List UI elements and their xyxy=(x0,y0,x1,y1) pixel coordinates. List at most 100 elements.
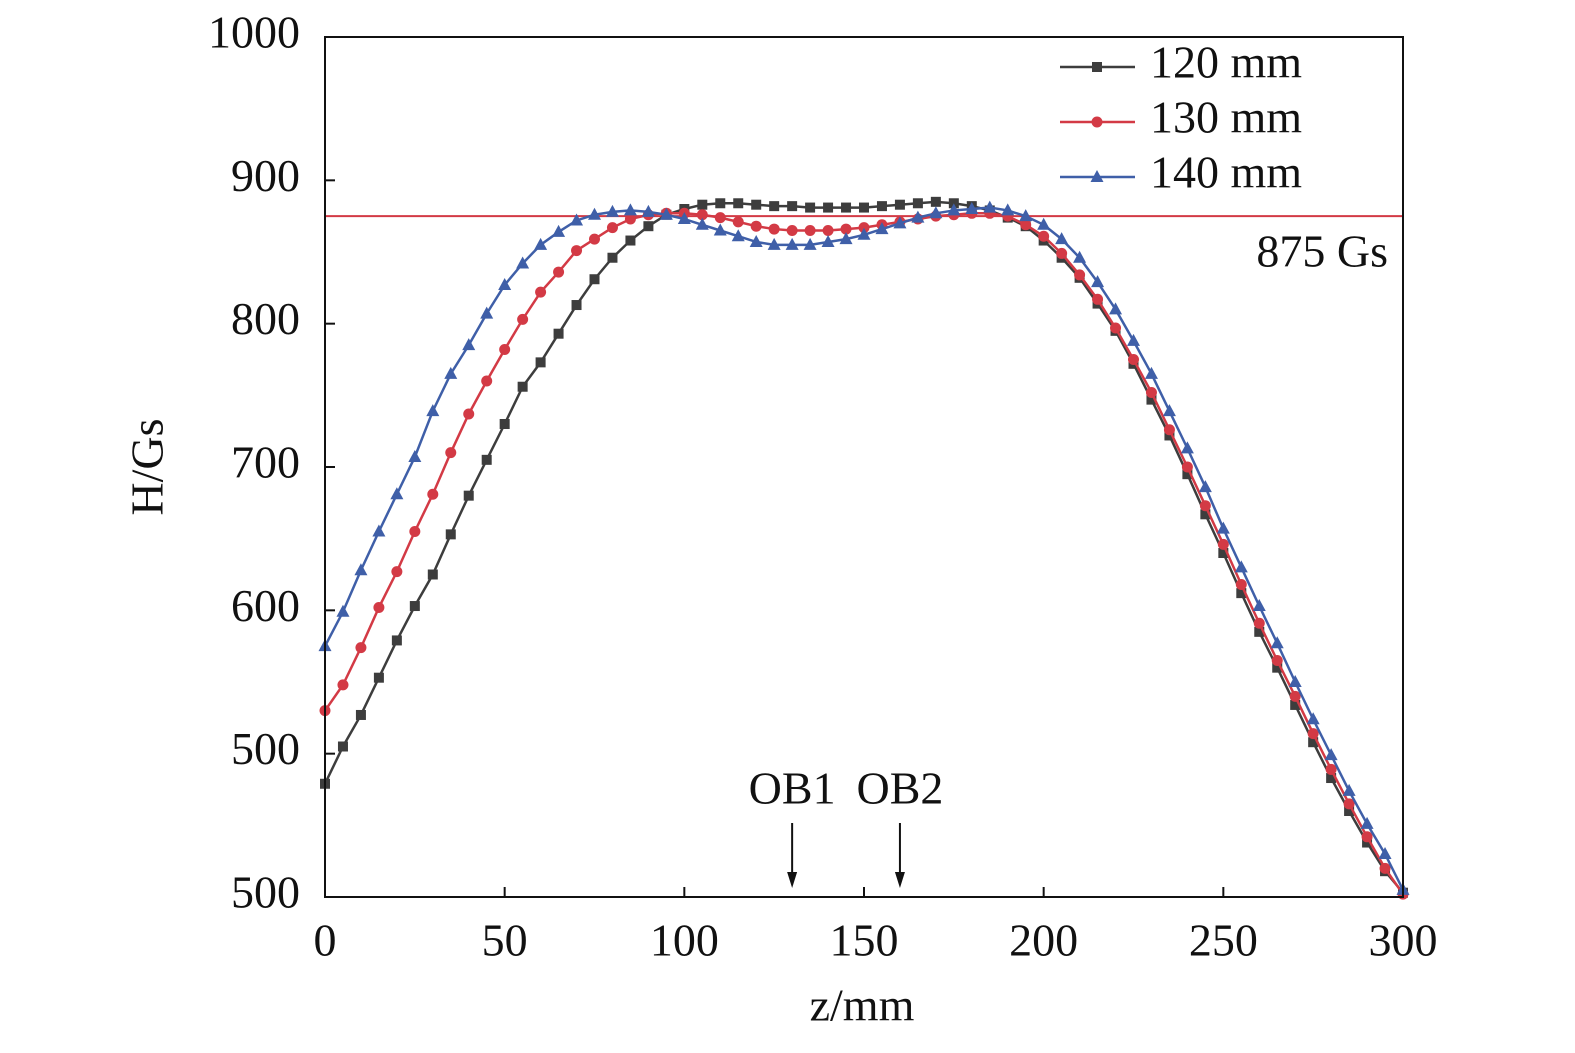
y-axis-label: H/Gs xyxy=(122,418,173,515)
data-point xyxy=(426,404,440,417)
data-point xyxy=(1379,862,1391,874)
y-tick-label: 600 xyxy=(231,580,300,631)
data-point xyxy=(1020,219,1032,231)
data-point xyxy=(1307,728,1319,740)
data-point xyxy=(1110,322,1122,334)
data-point xyxy=(1272,662,1283,673)
data-point xyxy=(1073,250,1087,263)
y-tick-label: 500 xyxy=(231,867,300,918)
data-point xyxy=(1092,293,1104,305)
legend-label: 140 mm xyxy=(1150,147,1302,198)
data-point xyxy=(786,225,798,236)
data-point xyxy=(517,381,528,392)
data-point xyxy=(623,203,637,216)
data-point xyxy=(1164,430,1175,441)
data-point xyxy=(1162,404,1176,417)
data-point xyxy=(859,202,869,213)
data-point xyxy=(1290,699,1301,710)
data-point xyxy=(409,601,420,612)
data-point xyxy=(1146,394,1157,405)
data-point xyxy=(948,198,959,209)
data-point xyxy=(553,266,565,278)
data-point xyxy=(767,237,781,250)
data-point xyxy=(463,408,475,420)
data-point xyxy=(731,229,745,242)
plot-frame xyxy=(324,36,1404,898)
data-point xyxy=(857,227,871,240)
data-point xyxy=(1144,366,1158,379)
data-point xyxy=(840,223,852,235)
data-point xyxy=(373,601,385,613)
data-point xyxy=(553,328,564,339)
data-point xyxy=(1216,521,1230,534)
data-point xyxy=(1344,806,1355,816)
data-point xyxy=(480,306,494,319)
data-point xyxy=(821,234,835,247)
data-point xyxy=(445,529,456,540)
data-point xyxy=(912,198,923,209)
x-tick-label: 250 xyxy=(1189,915,1258,966)
data-point xyxy=(696,209,708,221)
legend-marker xyxy=(1092,62,1102,72)
data-point xyxy=(749,234,763,247)
data-point xyxy=(1198,480,1212,493)
data-point xyxy=(1038,230,1050,242)
y-tick-label: 700 xyxy=(231,437,300,488)
data-point xyxy=(787,201,798,212)
data-point xyxy=(571,245,583,257)
data-point xyxy=(1253,617,1265,629)
data-point xyxy=(733,198,744,209)
data-point xyxy=(535,357,546,368)
legend-label: 130 mm xyxy=(1150,92,1302,143)
annotation-label: OB2 xyxy=(856,763,943,814)
x-tick-label: 200 xyxy=(1009,915,1078,966)
data-point xyxy=(750,220,762,232)
data-point xyxy=(624,213,636,225)
data-point xyxy=(715,198,726,209)
data-point xyxy=(1324,748,1338,761)
data-point xyxy=(858,222,870,234)
data-point xyxy=(499,343,511,355)
data-point xyxy=(1254,626,1265,637)
data-point xyxy=(535,286,547,298)
data-point xyxy=(911,210,925,223)
data-point xyxy=(823,202,834,213)
data-point xyxy=(875,222,889,235)
data-point xyxy=(552,224,566,237)
data-point xyxy=(427,569,438,580)
data-point xyxy=(1361,831,1373,843)
data-point xyxy=(1308,737,1319,748)
data-point xyxy=(1271,655,1283,666)
data-point xyxy=(1234,560,1248,573)
data-point xyxy=(427,488,439,500)
data-point xyxy=(983,200,997,213)
data-point xyxy=(677,212,691,225)
data-point xyxy=(643,221,654,232)
annotation-arrowhead xyxy=(894,872,905,888)
data-point xyxy=(1056,247,1068,259)
data-point xyxy=(1074,269,1086,281)
data-point xyxy=(1270,636,1284,649)
data-point xyxy=(803,237,817,250)
data-point xyxy=(337,741,348,752)
data-point xyxy=(1326,773,1337,784)
data-point xyxy=(462,338,476,351)
y-tick-label: 1000 xyxy=(208,7,300,58)
reference-label: 875 Gs xyxy=(1256,226,1388,277)
data-point xyxy=(1235,579,1247,591)
data-point xyxy=(372,524,386,537)
data-point xyxy=(589,233,600,245)
data-point xyxy=(1182,469,1193,480)
data-point xyxy=(390,487,404,500)
data-point xyxy=(1252,599,1266,612)
annotation-arrowhead xyxy=(787,872,798,888)
data-point xyxy=(1362,837,1373,848)
data-point xyxy=(1180,441,1194,454)
data-point xyxy=(1001,203,1015,216)
data-point xyxy=(1181,461,1193,473)
data-point xyxy=(336,604,350,617)
data-point xyxy=(1109,302,1123,315)
data-point xyxy=(930,196,941,207)
data-point xyxy=(697,199,708,210)
